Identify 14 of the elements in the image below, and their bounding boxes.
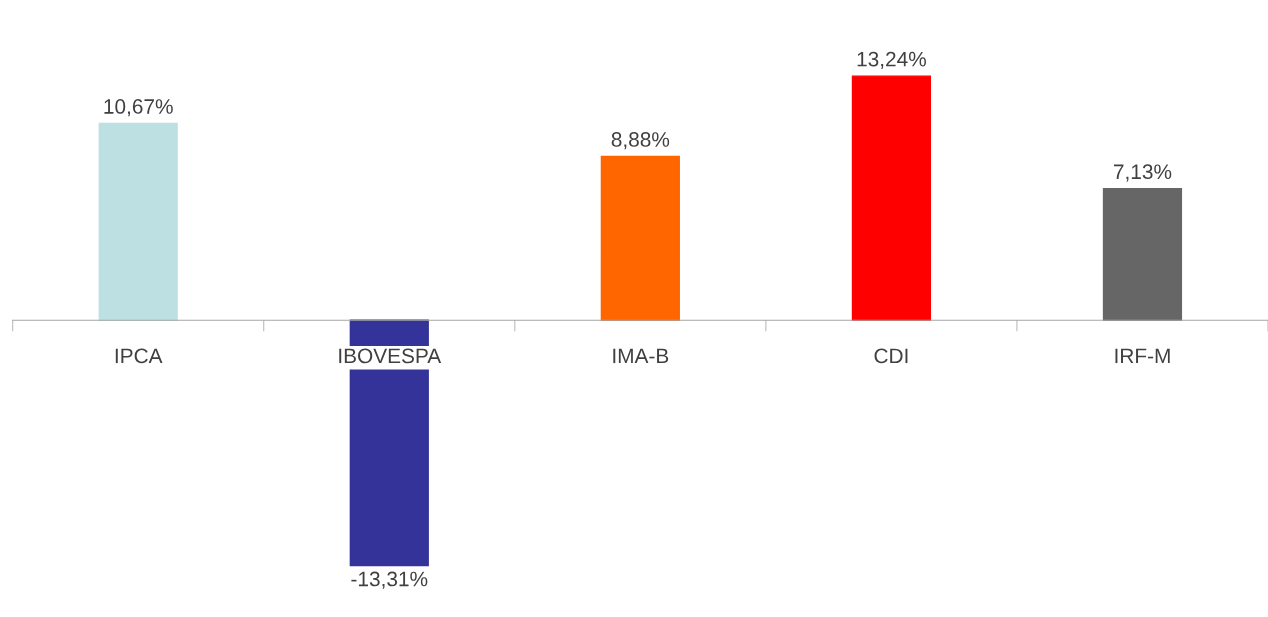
bar xyxy=(851,75,932,321)
data-label: -13,31% xyxy=(351,571,428,589)
data-label: 7,13% xyxy=(1114,164,1172,182)
x-tick-label: IMA-B xyxy=(613,348,669,364)
data-label: 10,67% xyxy=(104,99,173,117)
bar xyxy=(600,155,680,321)
bar xyxy=(98,122,178,321)
data-label: 13,24% xyxy=(857,51,926,69)
data-label: 8,88% xyxy=(611,132,670,150)
bar xyxy=(1102,188,1183,321)
x-tick-label: CDI xyxy=(874,348,908,364)
x-tick-label: IBOVESPA xyxy=(339,348,442,364)
x-tick-label: IPCA xyxy=(115,348,163,364)
x-tick-label: IRF-M xyxy=(1115,348,1170,364)
